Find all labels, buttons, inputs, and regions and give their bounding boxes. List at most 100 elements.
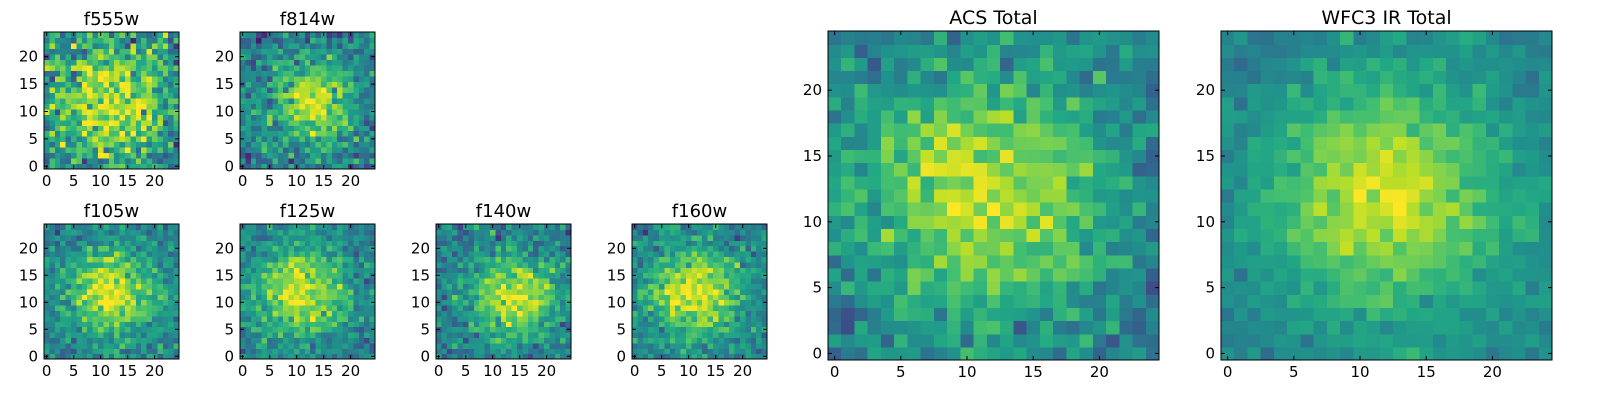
- heatmap-cell: [119, 305, 126, 311]
- heatmap-cell: [1132, 70, 1147, 85]
- heatmap-cell: [54, 224, 61, 230]
- heatmap-cell: [1326, 254, 1341, 269]
- heatmap-cell: [326, 59, 333, 66]
- heatmap-cell: [1106, 241, 1120, 256]
- heatmap-cell: [92, 75, 99, 82]
- heatmap-cell: [87, 108, 94, 115]
- heatmap-cell: [250, 315, 257, 322]
- heatmap-cell: [331, 92, 338, 99]
- heatmap-cell: [1079, 188, 1094, 203]
- heatmap-cell: [162, 141, 169, 148]
- heatmap-cell: [337, 103, 344, 110]
- heatmap-cell: [364, 288, 371, 295]
- y-tick-label: 20: [411, 239, 430, 257]
- heatmap-cell: [680, 240, 687, 247]
- heatmap-cell: [637, 261, 644, 268]
- heatmap-cell: [484, 337, 491, 344]
- heatmap-cell: [245, 163, 252, 170]
- heatmap-cell: [468, 288, 475, 295]
- heatmap-cell: [973, 188, 988, 203]
- heatmap-cell: [331, 272, 338, 279]
- heatmap-cell: [152, 108, 158, 115]
- heatmap-cell: [664, 299, 671, 306]
- heatmap-cell: [304, 348, 311, 355]
- heatmap-cell: [1026, 109, 1041, 124]
- heatmap-cell: [60, 158, 67, 165]
- heatmap-cell: [1026, 228, 1041, 243]
- heatmap-cell: [511, 294, 518, 301]
- heatmap-cell: [920, 188, 935, 203]
- heatmap-cell: [756, 256, 763, 263]
- heatmap-cell: [648, 294, 655, 301]
- heatmap-cell: [310, 125, 317, 132]
- heatmap-cell: [933, 267, 948, 282]
- heatmap-cell: [92, 348, 99, 355]
- heatmap-cell: [114, 332, 121, 338]
- heatmap-cell: [348, 240, 354, 247]
- heatmap-cell: [1273, 241, 1288, 256]
- heatmap-cell: [168, 229, 175, 236]
- heatmap-cell: [326, 310, 333, 317]
- heatmap-cell: [168, 108, 175, 115]
- heatmap-cell: [1092, 188, 1107, 203]
- heatmap-cell: [162, 261, 169, 268]
- heatmap-cell: [446, 267, 453, 274]
- heatmap-cell: [49, 278, 56, 284]
- heatmap-cell: [135, 130, 142, 137]
- heatmap-cell: [119, 294, 126, 301]
- heatmap-cell: [1000, 267, 1014, 282]
- heatmap-cell: [168, 119, 175, 126]
- heatmap-cell: [1132, 307, 1147, 322]
- heatmap-cell: [310, 267, 317, 274]
- heatmap-cell: [1366, 241, 1381, 256]
- heatmap-cell: [565, 261, 572, 268]
- heatmap-cell: [680, 229, 687, 236]
- heatmap-cell: [173, 278, 180, 284]
- heatmap-cell: [1446, 333, 1460, 348]
- heatmap-cell: [1459, 228, 1474, 243]
- heatmap-cell: [734, 288, 741, 295]
- heatmap-cell: [261, 114, 268, 121]
- heatmap-cell: [331, 261, 338, 268]
- heatmap-cell: [152, 81, 158, 88]
- heatmap-cell: [364, 97, 371, 104]
- heatmap-cell: [538, 294, 545, 301]
- heatmap-cell: [60, 305, 67, 311]
- heatmap-cell: [745, 342, 752, 349]
- heatmap-cell: [288, 119, 295, 126]
- heatmap-cell: [288, 97, 295, 104]
- heatmap-cell: [277, 267, 284, 274]
- heatmap-cell: [750, 251, 757, 257]
- x-tick-label: 0: [630, 362, 640, 380]
- x-tick-label: 15: [510, 362, 529, 380]
- heatmap-cell: [125, 229, 131, 236]
- heatmap-cell: [653, 342, 660, 349]
- heatmap-cell: [538, 272, 545, 279]
- heatmap-cell: [894, 57, 909, 72]
- heatmap-cell: [288, 42, 295, 50]
- heatmap-cell: [648, 278, 655, 284]
- heatmap-cell: [92, 97, 99, 104]
- heatmap-cell: [1066, 267, 1081, 282]
- heatmap-cell: [98, 147, 104, 154]
- heatmap-cell: [44, 337, 50, 344]
- heatmap-cell: [146, 97, 153, 104]
- heatmap-cell: [358, 342, 365, 349]
- x-tick-label: 5: [896, 363, 906, 381]
- heatmap-cell: [342, 42, 349, 50]
- heatmap-cell: [71, 245, 77, 252]
- heatmap-cell: [44, 348, 50, 355]
- heatmap-cell: [718, 342, 725, 349]
- heatmap-cell: [283, 59, 290, 66]
- x-tick-label: 15: [118, 362, 137, 380]
- heatmap-cell: [49, 353, 56, 360]
- heatmap-cell: [157, 64, 164, 71]
- heatmap-cell: [130, 332, 137, 338]
- heatmap-cell: [734, 256, 741, 263]
- heatmap-cell: [135, 310, 142, 317]
- y-tick-label: 15: [19, 266, 38, 284]
- heatmap-cell: [1132, 96, 1147, 111]
- heatmap-cell: [173, 348, 180, 355]
- heatmap-cell: [76, 305, 83, 311]
- heatmap-cell: [299, 294, 306, 301]
